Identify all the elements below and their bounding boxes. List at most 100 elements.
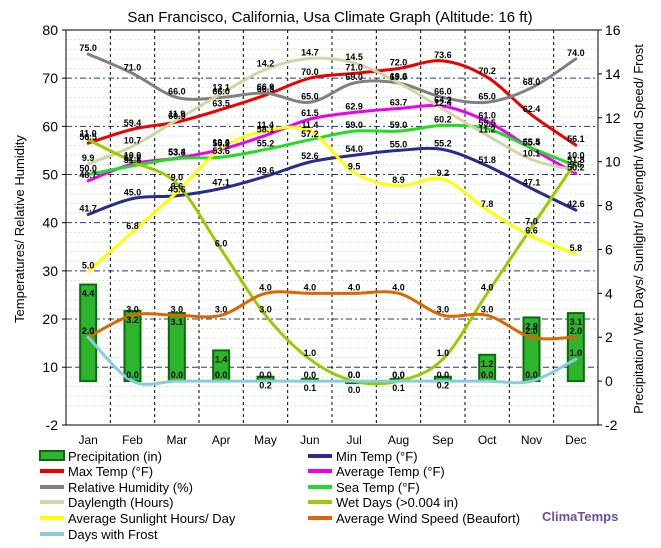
data-label: 8.6 — [171, 181, 184, 191]
precipitation-label: 0.2 — [437, 381, 450, 391]
precipitation-label: 0.0 — [348, 385, 361, 395]
data-label: 3.0 — [481, 304, 494, 314]
data-label: 74.0 — [567, 48, 585, 58]
legend-swatch-precipitation-in — [39, 450, 65, 461]
data-label: 9.0 — [171, 173, 184, 183]
left-tick-label: 40 — [42, 215, 58, 231]
data-label: 55.5 — [523, 137, 541, 147]
data-label: 10.0 — [567, 151, 585, 161]
precipitation-label: 0.2 — [259, 381, 272, 391]
data-label: 9.2 — [437, 168, 450, 178]
data-label: 63.5 — [212, 98, 230, 108]
data-label: 0.0 — [348, 370, 361, 380]
month-label: Dec — [565, 433, 586, 447]
data-label: 0.0 — [348, 370, 361, 380]
data-label: 14.2 — [257, 59, 275, 69]
data-label: 51.8 — [124, 155, 142, 165]
precipitation-label: 2.9 — [525, 321, 538, 331]
data-label: 53.3 — [168, 148, 186, 158]
data-label: 62.9 — [345, 101, 363, 111]
right-tick-label: 6 — [605, 241, 613, 257]
data-label: 5.8 — [570, 243, 583, 253]
right-tick-label: 4 — [605, 285, 613, 301]
data-label: 10.7 — [124, 135, 142, 145]
series-line-average-wind-speed-beaufort — [86, 290, 578, 341]
data-label: 11.0 — [80, 129, 97, 139]
data-label: 2.0 — [525, 326, 538, 336]
precipitation-label: 1.4 — [215, 354, 228, 364]
brand-logo-text: ClimaTemps — [542, 509, 618, 524]
data-label: 42.6 — [567, 199, 585, 209]
series-line-sea-temp-f — [86, 123, 578, 177]
month-label: Jul — [346, 433, 361, 447]
data-label: 58.1 — [257, 124, 275, 134]
legend-label-days-with-frost: Days with Frost — [68, 527, 158, 542]
left-tick-label: 20 — [42, 311, 58, 327]
data-label: 0.0 — [481, 370, 494, 380]
data-label: 4.0 — [304, 282, 317, 292]
data-label: 0.0 — [392, 370, 405, 380]
data-label: 66.0 — [434, 86, 452, 96]
left-tick-label: 30 — [42, 263, 58, 279]
left-tick-label: 10 — [42, 359, 58, 375]
data-label: 51.8 — [478, 155, 496, 165]
legend-label-wet-days-0-004-in: Wet Days (>0.004 in) — [336, 495, 458, 510]
data-label: 8.9 — [392, 175, 405, 185]
month-label: May — [254, 433, 277, 447]
data-label: 48.7 — [79, 170, 97, 180]
month-label: Apr — [212, 433, 231, 447]
month-label: Jan — [78, 433, 97, 447]
data-label: 60.9 — [168, 111, 186, 121]
data-label: 6.0 — [215, 238, 228, 248]
data-label: 0.0 — [304, 370, 317, 380]
axes-layer: -2 10 20 30 40 50 60 70 80 -2 0 2 4 6 8 10 12 14 16 Jan Feb M… — [42, 22, 620, 447]
precipitation-label: 3.1 — [171, 317, 184, 327]
data-label: 12.4 — [434, 98, 452, 108]
data-label: 1.0 — [437, 348, 450, 358]
month-label: Oct — [478, 433, 497, 447]
data-label: 53.6 — [212, 146, 230, 156]
data-label: 9.9 — [82, 153, 95, 163]
data-label: 14.5 — [345, 52, 363, 62]
data-label: 59.0 — [345, 120, 363, 130]
data-label: 66.0 — [168, 86, 186, 96]
data-label: 71.0 — [124, 62, 142, 72]
data-label: 72.0 — [390, 58, 408, 68]
data-label: 61.0 — [478, 111, 496, 121]
left-tick-label: 80 — [42, 22, 58, 38]
left-tick-label: -2 — [46, 417, 59, 433]
data-label: 6.8 — [126, 221, 139, 231]
legend-label-average-sunlight-hours-day: Average Sunlight Hours/ Day — [68, 511, 236, 526]
month-label: Feb — [122, 433, 143, 447]
left-tick-label: 60 — [42, 118, 58, 134]
data-label: 55.2 — [212, 138, 230, 148]
data-label: 45.6 — [168, 185, 186, 195]
legend-label-precipitation-in: Precipitation (in) — [68, 449, 162, 464]
data-label: 66.5 — [257, 84, 275, 94]
data-label: 59.5 — [478, 118, 496, 128]
data-label: 2.0 — [570, 326, 583, 336]
data-label: 47.1 — [212, 177, 230, 187]
plot-frame — [65, 29, 599, 426]
data-label: 56.5 — [79, 132, 97, 142]
data-label: 52.2 — [124, 153, 142, 163]
data-label: 55.0 — [390, 139, 408, 149]
legend-label-average-temp-f: Average Temp (°F) — [336, 464, 445, 479]
data-label: 11.4 — [257, 120, 274, 130]
right-tick-label: 0 — [605, 373, 613, 389]
data-label: 65.0 — [301, 91, 319, 101]
data-label: 5.0 — [82, 260, 95, 270]
data-label: 13.6 — [390, 72, 408, 82]
left-tick-label: 50 — [42, 167, 58, 183]
right-tick-label: 14 — [605, 66, 621, 82]
precipitation-label: 0.1 — [304, 383, 317, 393]
data-label: 70.2 — [478, 66, 496, 76]
data-label: 11.2 — [479, 124, 496, 134]
data-label: 4.0 — [392, 282, 405, 292]
data-label: 66.9 — [257, 82, 275, 92]
data-label: 51.8 — [567, 155, 585, 165]
series-line-days-with-frost — [86, 335, 578, 386]
data-label: 69.0 — [390, 72, 408, 82]
